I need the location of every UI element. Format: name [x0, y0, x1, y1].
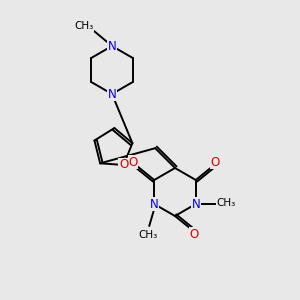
Text: CH₃: CH₃ — [216, 198, 236, 208]
Text: CH₃: CH₃ — [74, 21, 94, 31]
Text: N: N — [191, 197, 200, 211]
Text: O: O — [189, 227, 199, 241]
Text: N: N — [108, 40, 116, 52]
Text: CH₃: CH₃ — [139, 230, 158, 240]
Text: O: O — [119, 158, 128, 172]
Text: O: O — [129, 155, 138, 169]
Text: O: O — [210, 155, 219, 169]
Text: N: N — [108, 88, 116, 100]
Text: N: N — [150, 197, 159, 211]
